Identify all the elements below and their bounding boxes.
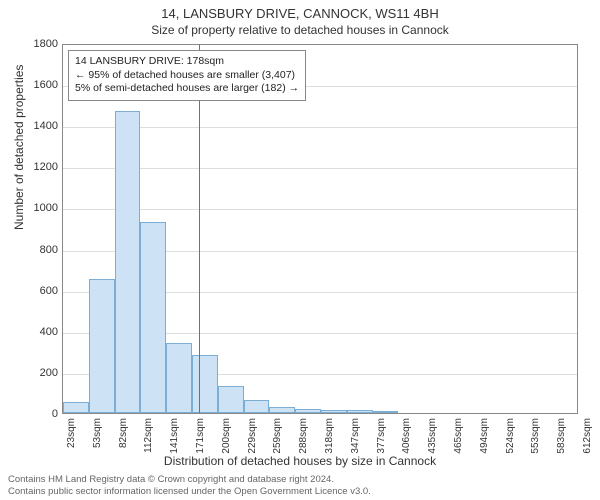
attribution: Contains HM Land Registry data © Crown c… <box>8 474 592 498</box>
ytick-label: 600 <box>18 285 58 297</box>
xtick-label: 141sqm <box>169 418 180 454</box>
histogram-bar <box>192 355 218 413</box>
ytick-label: 1400 <box>18 120 58 132</box>
xtick-label: 53sqm <box>92 418 103 448</box>
histogram-bar <box>373 411 399 413</box>
xtick-label: 612sqm <box>582 418 593 454</box>
histogram-bar <box>166 343 192 413</box>
xtick-label: 171sqm <box>195 418 206 454</box>
ytick-label: 400 <box>18 326 58 338</box>
xtick-label: 435sqm <box>427 418 438 454</box>
xtick-label: 406sqm <box>401 418 412 454</box>
xtick-label: 259sqm <box>272 418 283 454</box>
xtick-label: 524sqm <box>505 418 516 454</box>
xtick-label: 82sqm <box>118 418 129 448</box>
xtick-label: 583sqm <box>556 418 567 454</box>
ytick-label: 200 <box>18 367 58 379</box>
histogram-bar <box>244 400 270 413</box>
histogram-bar <box>115 111 141 413</box>
histogram-bar <box>347 410 373 413</box>
histogram-bar <box>89 279 115 413</box>
ytick-label: 0 <box>18 408 58 420</box>
xtick-label: 200sqm <box>221 418 232 454</box>
attribution-line-1: Contains HM Land Registry data © Crown c… <box>8 474 592 486</box>
xtick-label: 229sqm <box>247 418 258 454</box>
xtick-label: 465sqm <box>453 418 464 454</box>
chart-title: 14, LANSBURY DRIVE, CANNOCK, WS11 4BH <box>0 0 600 21</box>
ytick-label: 1800 <box>18 38 58 50</box>
histogram-bar <box>218 386 244 413</box>
xtick-label: 553sqm <box>530 418 541 454</box>
xtick-label: 347sqm <box>350 418 361 454</box>
xtick-label: 494sqm <box>479 418 490 454</box>
histogram-bar <box>63 402 89 413</box>
plot-container: 020040060080010001200140016001800 23sqm5… <box>62 44 578 414</box>
xtick-label: 377sqm <box>376 418 387 454</box>
xtick-label: 318sqm <box>324 418 335 454</box>
xaxis-label: Distribution of detached houses by size … <box>0 454 600 468</box>
ytick-label: 1600 <box>18 79 58 91</box>
histogram-bar <box>269 407 295 413</box>
info-box: 14 LANSBURY DRIVE: 178sqm ← 95% of detac… <box>68 50 306 101</box>
xtick-label: 112sqm <box>143 418 154 453</box>
ytick-label: 1200 <box>18 161 58 173</box>
chart-subtitle: Size of property relative to detached ho… <box>0 21 600 41</box>
histogram-bar <box>295 409 321 413</box>
info-line-1: 14 LANSBURY DRIVE: 178sqm <box>75 55 299 69</box>
xtick-label: 288sqm <box>298 418 309 454</box>
xtick-label: 23sqm <box>66 418 77 448</box>
info-line-3: 5% of semi-detached houses are larger (1… <box>75 82 299 96</box>
ytick-label: 1000 <box>18 202 58 214</box>
attribution-line-2: Contains public sector information licen… <box>8 486 592 498</box>
histogram-bar <box>321 410 347 413</box>
histogram-bar <box>140 222 166 413</box>
ytick-label: 800 <box>18 244 58 256</box>
info-line-2: ← 95% of detached houses are smaller (3,… <box>75 69 299 83</box>
